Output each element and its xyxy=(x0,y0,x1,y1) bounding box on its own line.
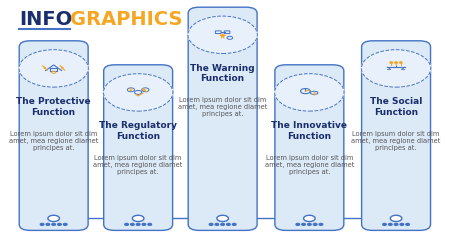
Text: GRAPHICS: GRAPHICS xyxy=(71,10,183,29)
Circle shape xyxy=(406,223,410,225)
Circle shape xyxy=(296,223,299,225)
Circle shape xyxy=(40,223,44,225)
Circle shape xyxy=(148,223,152,225)
Text: The Warning
Function: The Warning Function xyxy=(190,64,255,83)
Circle shape xyxy=(136,223,140,225)
FancyBboxPatch shape xyxy=(362,41,430,230)
Circle shape xyxy=(308,223,311,225)
Circle shape xyxy=(395,62,397,63)
Circle shape xyxy=(389,223,392,225)
Circle shape xyxy=(399,62,402,63)
Circle shape xyxy=(390,215,402,222)
Text: Lorem ipsum dolor sit dim
amet, mea regione diamet
principes at.: Lorem ipsum dolor sit dim amet, mea regi… xyxy=(178,97,268,117)
Circle shape xyxy=(303,215,315,222)
Text: INFO: INFO xyxy=(19,10,72,29)
Text: The Regulatory
Function: The Regulatory Function xyxy=(99,121,177,141)
Text: Lorem ipsum dolor sit dim
amet, mea regione diamet
principes at.: Lorem ipsum dolor sit dim amet, mea regi… xyxy=(9,131,98,151)
Text: The Social
Function: The Social Function xyxy=(370,97,422,117)
Circle shape xyxy=(63,223,67,225)
Circle shape xyxy=(19,50,88,87)
Circle shape xyxy=(227,223,230,225)
Circle shape xyxy=(46,223,50,225)
Text: The Innovative
Function: The Innovative Function xyxy=(271,121,347,141)
Circle shape xyxy=(209,223,213,225)
Circle shape xyxy=(125,223,128,225)
Circle shape xyxy=(383,223,386,225)
Circle shape xyxy=(390,62,393,63)
Circle shape xyxy=(233,223,236,225)
FancyBboxPatch shape xyxy=(188,7,257,230)
FancyBboxPatch shape xyxy=(19,41,88,230)
Text: $: $ xyxy=(313,90,316,96)
Circle shape xyxy=(131,223,134,225)
Text: $: $ xyxy=(129,87,133,92)
Text: The Protective
Function: The Protective Function xyxy=(16,97,91,117)
Circle shape xyxy=(313,223,317,225)
Circle shape xyxy=(394,223,398,225)
Text: Lorem ipsum dolor sit dim
amet, mea regione diamet
principes at.: Lorem ipsum dolor sit dim amet, mea regi… xyxy=(93,155,183,175)
Circle shape xyxy=(215,223,219,225)
Circle shape xyxy=(217,215,228,222)
Circle shape xyxy=(48,215,60,222)
FancyBboxPatch shape xyxy=(104,65,172,230)
Circle shape xyxy=(188,16,258,54)
FancyBboxPatch shape xyxy=(275,65,344,230)
Circle shape xyxy=(275,74,344,111)
Text: Lorem ipsum dolor sit dim
amet, mea regione diamet
principes at.: Lorem ipsum dolor sit dim amet, mea regi… xyxy=(265,155,354,175)
Circle shape xyxy=(103,74,173,111)
Circle shape xyxy=(319,223,323,225)
Text: Lorem ipsum dolor sit dim
amet, mea regione diamet
principes at.: Lorem ipsum dolor sit dim amet, mea regi… xyxy=(351,131,441,151)
Circle shape xyxy=(400,223,404,225)
Circle shape xyxy=(132,215,144,222)
Circle shape xyxy=(221,223,224,225)
Circle shape xyxy=(302,223,305,225)
Circle shape xyxy=(58,223,61,225)
Circle shape xyxy=(52,223,56,225)
Circle shape xyxy=(142,223,146,225)
Circle shape xyxy=(361,50,431,87)
